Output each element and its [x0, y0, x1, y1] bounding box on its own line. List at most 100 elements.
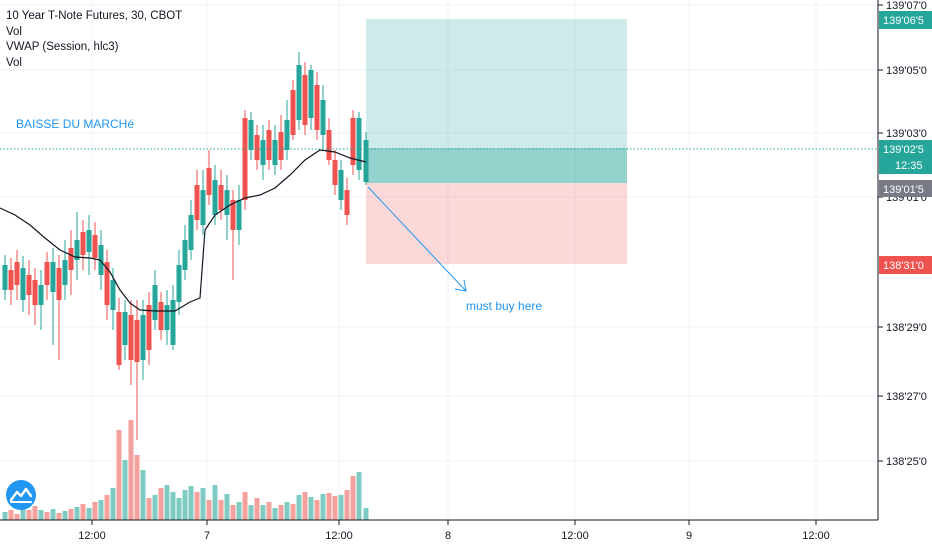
volume-bar: [326, 493, 332, 520]
candlestick: [86, 215, 92, 275]
candlestick: [338, 160, 344, 210]
candlestick: [272, 125, 278, 175]
loss-zone[interactable]: [366, 183, 627, 264]
volume-bar: [170, 492, 176, 520]
candlestick: [363, 132, 369, 185]
price-tick-label: 139'05'0: [886, 65, 927, 77]
candlestick: [26, 260, 32, 315]
candlestick: [164, 290, 170, 345]
vwap-indicator-label[interactable]: VWAP (Session, hlc3): [6, 41, 119, 53]
candlestick: [176, 250, 182, 315]
candlestick: [284, 100, 290, 160]
volume-bar: [2, 512, 8, 520]
price-tick-label: 138'27'0: [886, 391, 927, 403]
volume-bar: [218, 500, 224, 520]
must-buy-note[interactable]: must buy here: [466, 299, 543, 313]
volume-bar: [308, 497, 314, 520]
logo-glyph-icon: [9, 487, 33, 503]
volume-bar: [32, 506, 38, 520]
volume-bar: [164, 485, 170, 520]
price-tick-label: 139'07'0: [886, 0, 927, 12]
volume-bar: [50, 509, 56, 520]
candlestick: [356, 112, 362, 180]
volume-bar: [152, 495, 158, 520]
price-tick-label: 138'25'0: [886, 456, 927, 468]
volume-bar: [302, 492, 308, 520]
time-tick-label: 8: [445, 530, 451, 542]
candlestick: [308, 65, 314, 130]
volume-bar: [86, 508, 92, 520]
current-price-tag-text: 139'02'5: [883, 144, 924, 156]
volume-bar: [278, 505, 284, 520]
volume-bar: [134, 455, 140, 520]
candlestick: [128, 300, 134, 385]
volume-bar: [284, 502, 290, 520]
volume-indicator-label-2[interactable]: Vol: [6, 56, 22, 69]
volume-bar: [206, 500, 212, 520]
candlestick: [2, 255, 8, 300]
volume-bar: [140, 470, 146, 520]
time-axis[interactable]: 12:00 7 12:00 8 12:00 9 12:00: [78, 520, 830, 542]
candlestick: [302, 62, 308, 135]
volume-bar: [62, 511, 68, 520]
time-tick-label: 12:00: [325, 530, 353, 542]
candlestick: [140, 300, 146, 380]
candlestick: [194, 170, 200, 230]
candlestick: [134, 300, 140, 440]
candlestick: [38, 270, 44, 330]
market-drop-note[interactable]: BAISSE DU MARCHé: [16, 117, 135, 131]
volume-bar: [314, 500, 320, 520]
price-tick-label: 138'29'0: [886, 322, 927, 334]
candlestick: [80, 220, 86, 270]
time-tick-label: 12:00: [802, 530, 830, 542]
long-position-tool[interactable]: [366, 19, 627, 264]
volume-bar: [194, 492, 200, 520]
chart-legend: 10 Year T-Note Futures, 30, CBOT Vol VWA…: [6, 9, 182, 71]
time-tick-label: 9: [686, 530, 692, 542]
symbol-title[interactable]: 10 Year T-Note Futures, 30, CBOT: [6, 10, 183, 22]
volume-bar: [296, 495, 302, 520]
candlestick: [74, 212, 80, 280]
volume-bar: [266, 502, 272, 520]
volume-bar: [236, 502, 242, 520]
target-price-tag-text: 139'06'5: [883, 15, 924, 27]
volume-bar: [188, 486, 194, 520]
candlestick: [158, 292, 164, 340]
profit-zone[interactable]: [366, 19, 627, 183]
volume-bar: [200, 488, 206, 520]
current-price-tag: [879, 140, 932, 174]
candlestick: [206, 150, 212, 205]
volume-bar: [8, 510, 14, 520]
volume-bar: [146, 498, 152, 520]
time-tick-label: 12:00: [561, 530, 589, 542]
candlestick: [8, 258, 14, 305]
volume-bar: [230, 505, 236, 520]
candlestick: [296, 52, 302, 130]
target-price-tag: [879, 11, 932, 29]
volume-bar: [212, 485, 218, 520]
volume-bar: [122, 460, 128, 520]
entry-profit-fill: [366, 148, 627, 183]
volume-bar: [80, 504, 86, 520]
price-axis[interactable]: 139'07'0139'05'0139'03'0139'01'0138'29'0…: [878, 0, 927, 468]
volume-bar: [92, 502, 98, 520]
candlestick: [266, 120, 272, 170]
candle-countdown-text: 12:35: [895, 160, 923, 172]
arrow-drawing[interactable]: [367, 186, 467, 292]
candlestick: [236, 185, 242, 245]
volume-bar: [68, 509, 74, 520]
volume-bar: [344, 490, 350, 520]
tradingview-logo-icon[interactable]: [6, 480, 36, 510]
volume-bar: [110, 488, 116, 520]
volume-bar: [44, 512, 50, 520]
candlestick: [50, 248, 56, 345]
candlestick: [278, 115, 284, 170]
volume-bar: [224, 494, 230, 520]
volume-bar: [332, 496, 338, 520]
volume-bar: [272, 508, 278, 520]
volume-indicator-label[interactable]: Vol: [6, 25, 22, 38]
candlestick: [14, 250, 20, 300]
candlestick: [98, 230, 104, 290]
volume-bar: [116, 430, 122, 520]
